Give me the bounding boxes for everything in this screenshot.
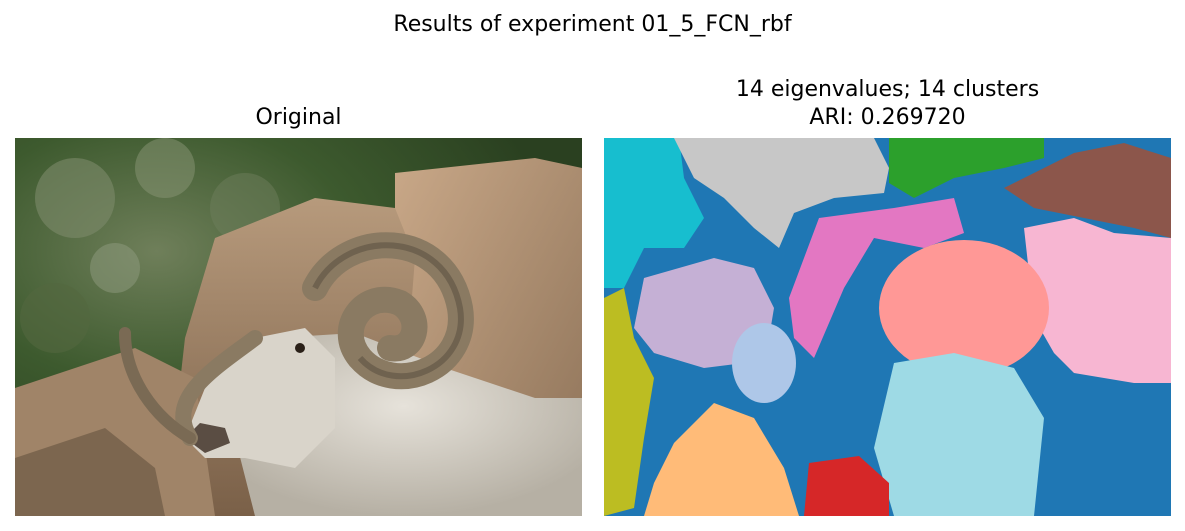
clusters-title-line2: ARI: 0.269720 xyxy=(809,105,966,130)
clusters-panel: 14 eigenvalues; 14 clusters ARI: 0.26972… xyxy=(604,74,1171,516)
cluster-map-image xyxy=(604,138,1171,516)
figure-suptitle: Results of experiment 01_5_FCN_rbf xyxy=(393,12,792,37)
original-title: Original xyxy=(255,105,342,130)
original-panel: Original xyxy=(15,100,582,516)
clusters-title-line1: 14 eigenvalues; 14 clusters xyxy=(735,77,1040,102)
original-image xyxy=(15,138,582,516)
